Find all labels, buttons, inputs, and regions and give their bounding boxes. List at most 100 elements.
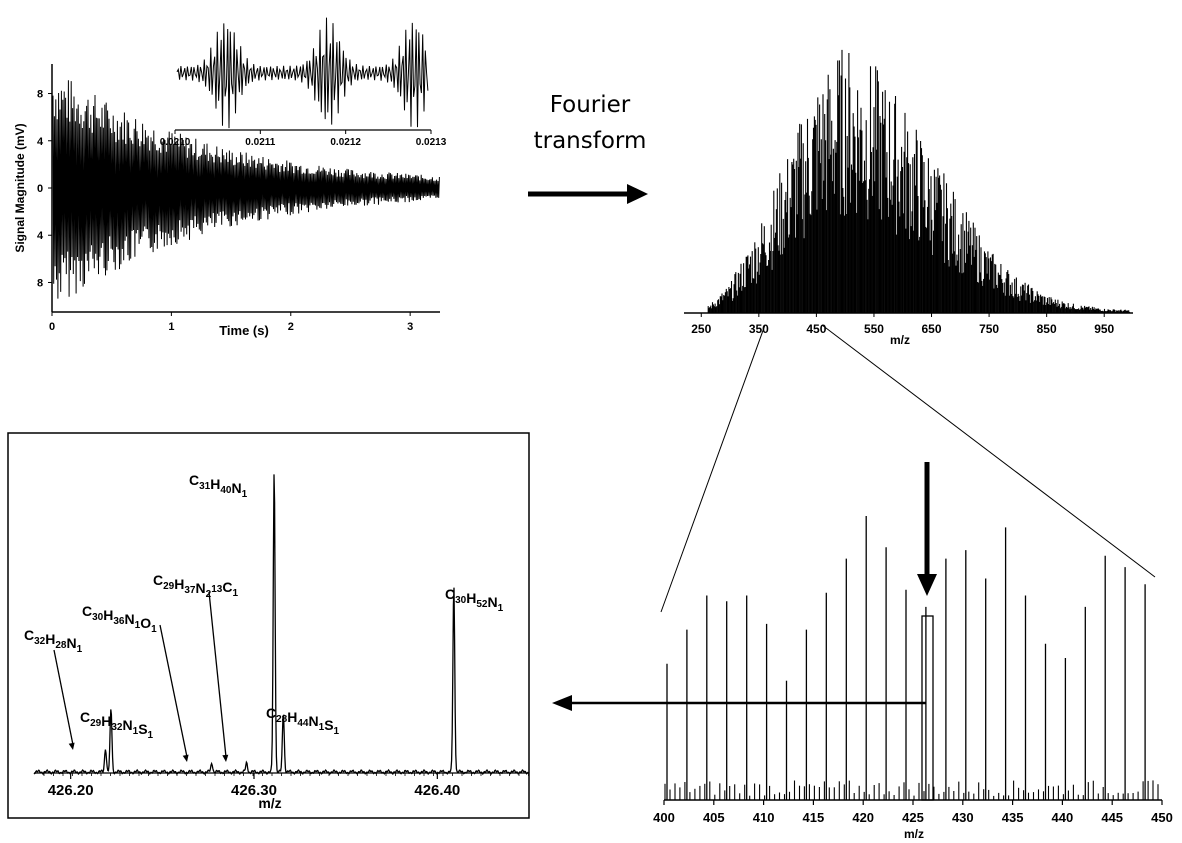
fourier-label-line1: Fourier [550,92,631,118]
formula-subscript: 30 [455,595,467,606]
transient-y-tick-label: 4 [37,230,44,242]
zoom-peaks [664,516,1159,800]
zoom-x-tick-label: 405 [703,810,725,825]
transient-inset: 0.0210 0.0211 0.0212 0.0213 [160,17,447,148]
formula-element: S [324,717,333,733]
formula-element: N [125,611,135,627]
arrow-head-down-icon [917,574,937,596]
transient-y-tick-label: 0 [37,183,43,195]
inset-x-ticks: 0.0210 0.0211 0.0212 0.0213 [160,130,447,148]
formula-element: C [222,579,232,595]
full-spectrum-x-tick-label: 650 [922,322,942,336]
hires-x-tick-label: 426.20 [48,782,94,799]
formula-subscript: 28 [55,640,67,651]
zoom-x-tick-label: 450 [1151,810,1173,825]
formula-element: N [309,713,319,729]
formula-subscript: 1 [319,722,325,733]
hires-x-ticks: 426.20 426.30 426.40 [43,773,529,799]
hires-x-tick-label: 426.40 [414,782,460,799]
formula-subscript: 1 [232,588,238,599]
transient-x-tick-label: 0 [49,321,55,333]
formula-subscript: 1 [133,726,139,737]
peak-formula-label: C28H44N1S1 [266,705,340,737]
zoom-x-tick-label: 410 [753,810,775,825]
full-spectrum-x-tick-label: 750 [979,322,999,336]
full-spectrum-x-tick-label: 950 [1094,322,1114,336]
formula-subscript: 40 [220,485,232,496]
transient-x-tick-label: 2 [288,321,294,333]
full-spectrum-x-tick-label: 250 [691,322,711,336]
inset-x-tick-label: 0.0211 [245,137,275,148]
formula-element: C [445,586,455,602]
formula-superscript: 13 [211,584,223,595]
transient-y-tick-label: 8 [37,277,43,289]
zoom-panel-400-450: 400 405 410 415 420 425 430 435 440 445 450 m/z [552,462,1173,841]
formula-subscript: 1 [242,489,248,500]
transient-x-tick-label: 1 [168,321,174,333]
formula-element: N [67,635,77,651]
zoom-x-tick-label: 440 [1052,810,1074,825]
formula-subscript: 29 [163,581,175,592]
formula-subscript: 1 [135,620,141,631]
full-spectrum-x-label: m/z [890,333,910,347]
peak-formula-label: C30H36N1O1 [82,603,157,635]
formula-subscript: 52 [476,599,488,610]
formula-element: C [189,472,199,488]
hires-x-tick-label: 426.30 [231,782,277,799]
peak-formula-label: C30H52N1 [445,586,504,614]
zoom-x-tick-label: 415 [803,810,825,825]
transient-y-label: Signal Magnitude (mV) [13,123,27,252]
formula-subscript: 1 [148,730,154,741]
annotation-pointer [53,649,74,746]
full-spectrum-panel: 250 350 450 550 650 750 850 950 m/z [684,49,1133,347]
hires-frame [7,432,530,819]
hires-x-label: m/z [258,795,281,811]
formula-subscript: 1 [77,644,83,655]
formula-subscript: 30 [92,612,104,623]
zoom-x-tick-label: 425 [902,810,924,825]
transient-signal-trace [52,80,440,299]
formula-subscript: 32 [111,722,123,733]
zoom-x-label: m/z [904,827,924,841]
formula-subscript: 1 [334,726,340,737]
annotation-arrowhead-icon [68,742,75,750]
formula-element: C [266,705,276,721]
formula-subscript: 36 [113,616,125,627]
hires-panel: 426.20 426.30 426.40 m/z C32H28N1C29H32N1S… [7,432,530,819]
zoom-x-tick-label: 400 [653,810,675,825]
hires-trace [33,474,529,776]
transient-x-ticks: 0 1 2 3 [49,312,413,333]
zoom-guide-right [821,324,1156,578]
fourier-label-line2: transform [534,128,647,154]
formula-element: H [466,590,476,606]
formula-element: H [287,709,297,725]
formula-subscript: 28 [276,714,288,725]
formula-element: N [232,480,242,496]
zoom-x-tick-label: 435 [1002,810,1024,825]
formula-element: H [210,476,220,492]
formula-element: N [123,717,133,733]
peak-formula-label: C29H32N1S1 [80,709,154,741]
formula-element: H [101,713,111,729]
formula-element: N [196,580,206,596]
peak-formula-label: C32H28N1 [24,627,83,655]
formula-element: H [103,607,113,623]
annotation-pointer [159,624,188,758]
annotation-arrowhead-icon [182,754,189,762]
full-spectrum-peaks [707,49,1131,313]
zoom-guide-left [660,324,766,613]
transient-x-tick-label: 3 [407,321,413,333]
formula-element: N [488,594,498,610]
formula-element: H [45,631,55,647]
zoom-x-tick-label: 445 [1101,810,1123,825]
peak-annotations: C32H28N1C29H32N1S1C30H36N1O1C29H37N213C1… [24,472,504,762]
transient-y-tick-label: 8 [37,89,43,101]
formula-element: C [82,603,92,619]
full-spectrum-x-tick-label: 850 [1037,322,1057,336]
peak-formula-label: C31H40N1 [189,472,248,500]
zoom-x-tick-label: 420 [852,810,874,825]
full-spectrum-x-tick-label: 350 [749,322,769,336]
inset-x-tick-label: 0.0212 [330,137,361,148]
full-spectrum-x-ticks: 250 350 450 550 650 750 850 950 [691,313,1115,336]
